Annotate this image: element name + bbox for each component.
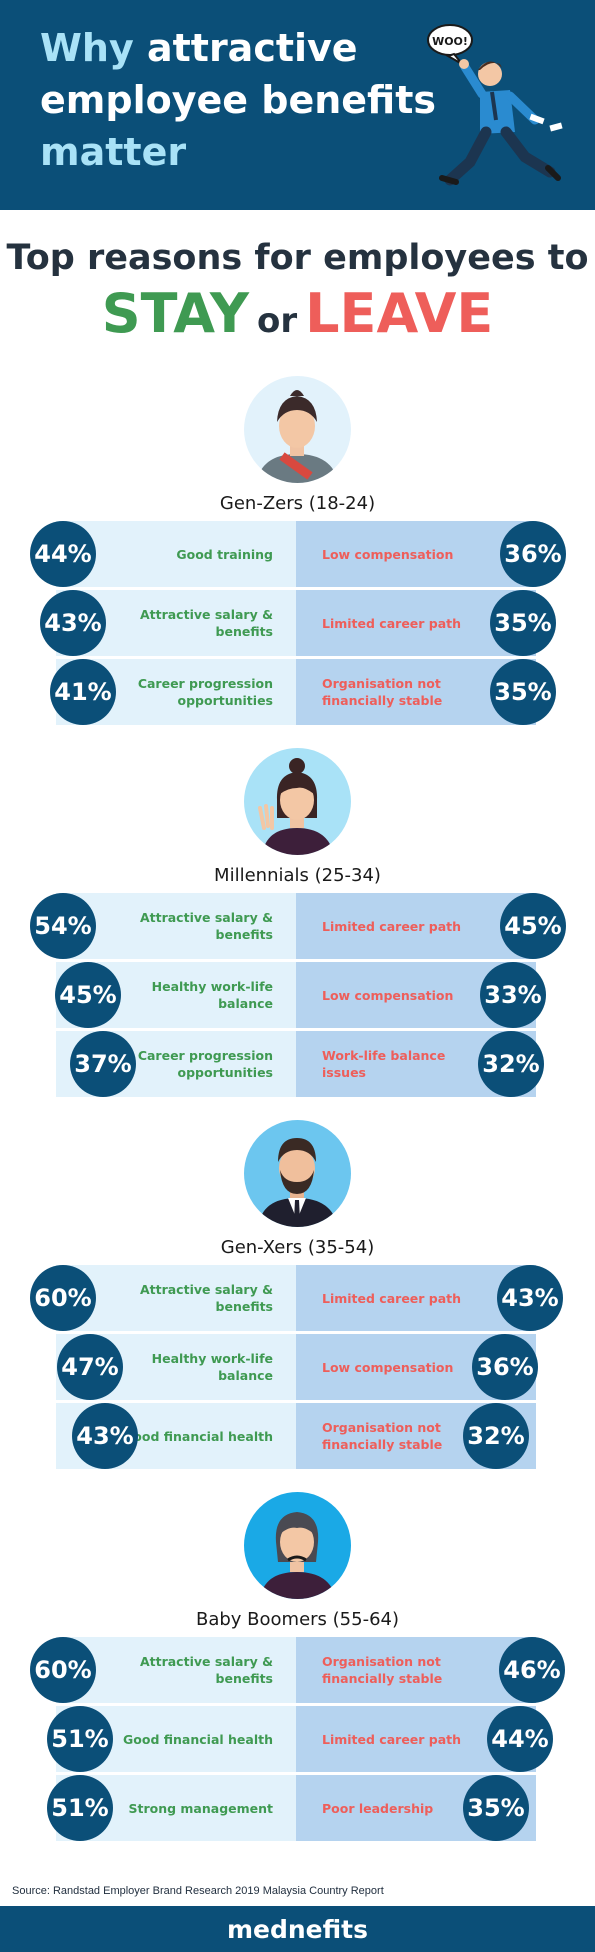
leave-panel xyxy=(296,893,536,959)
leave-percentage: 33% xyxy=(480,962,546,1028)
baby-boomer-avatar xyxy=(244,1492,351,1599)
stay-reason: Good financial health xyxy=(123,1731,273,1747)
stay-reason: Good financial health xyxy=(123,1428,273,1444)
stay-percentage: 60% xyxy=(30,1637,96,1703)
stay-panel xyxy=(56,893,296,959)
leave-reason: Low compensation xyxy=(322,987,454,1003)
stay-reason: Attractive salary & benefits xyxy=(139,1654,273,1686)
reason-row: Good training Low compensation 44% 36% xyxy=(0,521,595,587)
stay-reason: Career progression opportunities xyxy=(137,676,273,708)
leave-percentage: 35% xyxy=(463,1775,529,1841)
mednefits-logo: mednefits xyxy=(226,1914,368,1944)
stay-percentage: 60% xyxy=(30,1265,96,1331)
leave-percentage: 46% xyxy=(499,1637,565,1703)
leave-reason: Limited career path xyxy=(322,1731,462,1747)
stay-reason: Attractive salary & benefits xyxy=(139,1282,273,1314)
leave-reason: Low compensation xyxy=(322,546,454,562)
stay-reason: Attractive salary & benefits xyxy=(139,910,273,942)
stay-reason: Good training xyxy=(176,546,273,562)
leave-percentage: 36% xyxy=(472,1334,538,1400)
stay-reason: Attractive salary & benefits xyxy=(139,607,273,639)
stay-percentage: 45% xyxy=(55,962,121,1028)
header-title: Why attractive employee benefits matter xyxy=(40,22,440,178)
millennial-avatar xyxy=(244,748,351,855)
leave-reason: Organisation not financially stable xyxy=(322,1654,443,1686)
title-highlight: Why xyxy=(40,26,147,70)
footer-bar: mednefits xyxy=(0,1906,595,1952)
reason-row: Career progression opportunities Organis… xyxy=(0,659,595,725)
leave-percentage: 45% xyxy=(500,893,566,959)
gen-xer-avatar xyxy=(244,1120,351,1227)
leave-percentage: 36% xyxy=(500,521,566,587)
leave-panel xyxy=(296,521,536,587)
leave-reason: Work-life balance issues xyxy=(322,1048,446,1080)
stay-percentage: 37% xyxy=(70,1031,136,1097)
reason-row: Career progression opportunities Work-li… xyxy=(0,1031,595,1097)
reason-row: Strong management Poor leadership 51% 35… xyxy=(0,1775,595,1841)
leave-word: LEAVE xyxy=(305,282,494,345)
stay-or-leave-heading: STAY or LEAVE xyxy=(0,282,595,345)
stay-reason: Career progression opportunities xyxy=(137,1048,273,1080)
leave-reason: Poor leadership xyxy=(322,1800,434,1816)
stay-percentage: 43% xyxy=(72,1403,138,1469)
stay-percentage: 43% xyxy=(40,590,106,656)
reason-row: Attractive salary & benefits Limited car… xyxy=(0,893,595,959)
stay-reason: Strong management xyxy=(128,1800,273,1816)
stay-percentage: 44% xyxy=(30,521,96,587)
group-label: Gen-Zers (18-24) xyxy=(219,493,376,514)
leave-panel xyxy=(296,1637,536,1703)
reason-row: Attractive salary & benefits Limited car… xyxy=(0,1265,595,1331)
reason-row: Attractive salary & benefits Organisatio… xyxy=(0,1637,595,1703)
or-word: or xyxy=(257,301,298,341)
section-heading: Top reasons for employees to xyxy=(6,238,589,278)
leave-percentage: 32% xyxy=(478,1031,544,1097)
reason-row: Good financial health Organisation not f… xyxy=(0,1403,595,1469)
leave-reason: Limited career path xyxy=(322,615,462,631)
group-label: Baby Boomers (55-64) xyxy=(195,1609,399,1630)
leave-reason: Limited career path xyxy=(322,918,462,934)
stay-percentage: 47% xyxy=(57,1334,123,1400)
leave-percentage: 32% xyxy=(463,1403,529,1469)
title-line2: employee benefits xyxy=(40,78,436,122)
leave-reason: Low compensation xyxy=(322,1359,454,1375)
leave-percentage: 44% xyxy=(487,1706,553,1772)
stay-word: STAY xyxy=(101,282,249,345)
source-citation: Source: Randstad Employer Brand Research… xyxy=(12,1885,384,1897)
leave-percentage: 35% xyxy=(490,590,556,656)
stay-panel xyxy=(56,1637,296,1703)
group-label: Gen-Xers (35-54) xyxy=(220,1237,375,1258)
title-line1: attractive xyxy=(146,26,358,70)
stay-percentage: 51% xyxy=(47,1706,113,1772)
leave-reason: Organisation not financially stable xyxy=(322,676,443,708)
leave-panel xyxy=(296,1265,536,1331)
leave-percentage: 43% xyxy=(497,1265,563,1331)
group-label: Millennials (25-34) xyxy=(214,865,381,886)
leave-reason: Organisation not financially stable xyxy=(322,1420,443,1452)
stay-panel xyxy=(56,1265,296,1331)
stay-reason: Healthy work-life balance xyxy=(151,979,273,1011)
reason-row: Healthy work-life balance Low compensati… xyxy=(0,1334,595,1400)
reason-row: Healthy work-life balance Low compensati… xyxy=(0,962,595,1028)
leave-percentage: 35% xyxy=(490,659,556,725)
header-banner: Why attractive employee benefits matter … xyxy=(0,0,595,210)
reason-row: Good financial health Limited career pat… xyxy=(0,1706,595,1772)
stay-reason: Healthy work-life balance xyxy=(151,1351,273,1383)
reason-row: Attractive salary & benefits Limited car… xyxy=(0,590,595,656)
speech-bubble-text: WOO! xyxy=(432,35,468,48)
stay-percentage: 54% xyxy=(30,893,96,959)
gen-zer-avatar xyxy=(244,376,351,483)
leave-reason: Limited career path xyxy=(322,1290,462,1306)
stay-panel xyxy=(56,521,296,587)
title-line3: matter xyxy=(40,130,187,174)
running-man-illustration: WOO! xyxy=(427,24,563,186)
stay-percentage: 51% xyxy=(47,1775,113,1841)
stay-percentage: 41% xyxy=(50,659,116,725)
